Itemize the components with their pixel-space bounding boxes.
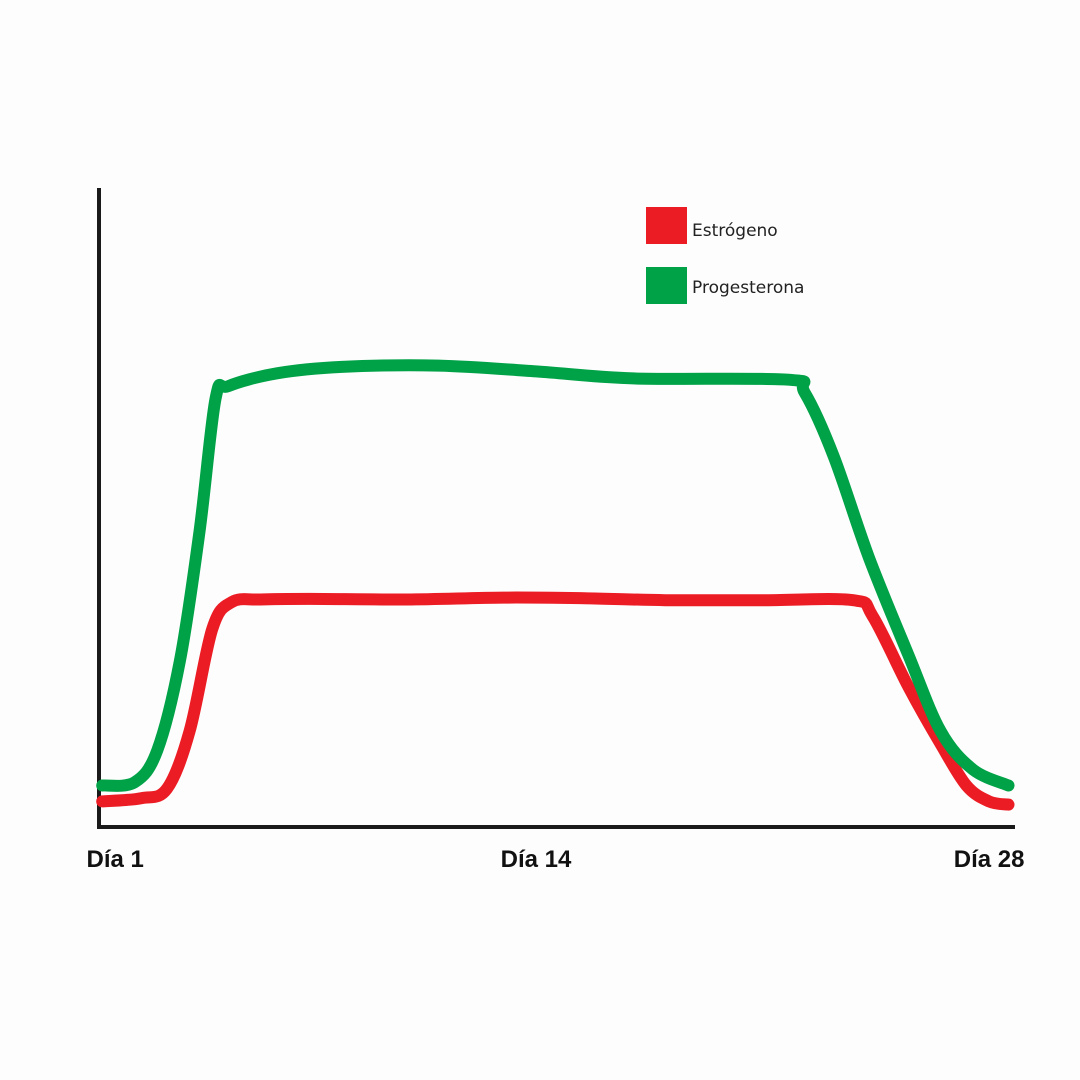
x-tick-label: Día 14 xyxy=(501,846,572,873)
legend-label-estrogeno: Estrógeno xyxy=(692,221,778,241)
legend-swatch-progesterona xyxy=(646,267,687,304)
x-tick-label: Día 28 xyxy=(954,846,1025,873)
x-tick-labels: Día 1 Día 14 Día 28 xyxy=(87,846,1025,873)
series-line-estrogeno xyxy=(96,591,1015,811)
legend-label-progesterona: Progesterona xyxy=(692,278,804,298)
series-line-progesterona xyxy=(96,359,1015,792)
legend: Estrógeno Progesterona xyxy=(646,207,804,304)
x-tick-label: Día 1 xyxy=(87,846,144,873)
legend-swatch-estrogeno xyxy=(646,207,687,244)
